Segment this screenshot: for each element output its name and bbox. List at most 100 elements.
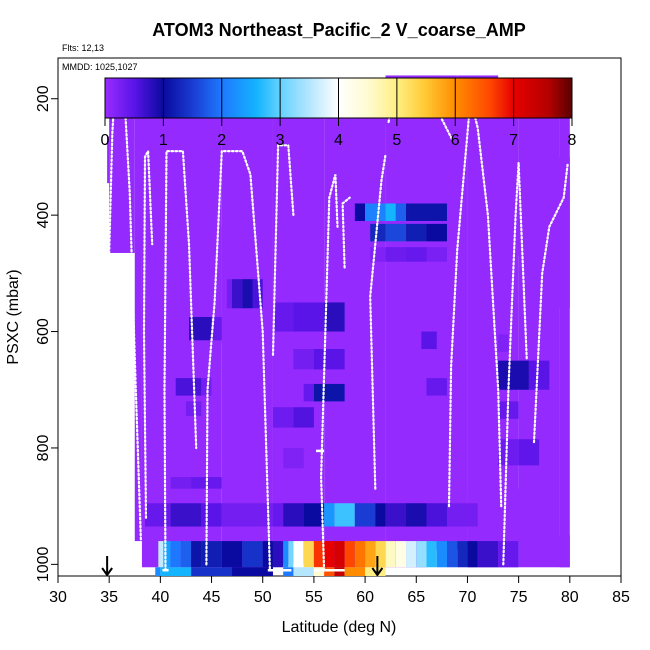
heatmap-cell [334, 541, 345, 568]
heatmap-cell [365, 203, 386, 221]
heatmap-cell [477, 541, 499, 568]
heatmap-cell [426, 503, 447, 527]
heatmap-cell [283, 447, 304, 469]
heatmap-cell [406, 503, 427, 527]
heatmap-cell [191, 541, 202, 568]
heatmap-cell [385, 78, 427, 568]
heatmap-cell [446, 541, 458, 568]
heatmap-cell [272, 541, 284, 568]
y-axis-label: PSXC (mbar) [5, 269, 22, 364]
heatmap-cell [385, 503, 407, 527]
heatmap-cell [426, 223, 447, 242]
y-tick-label: 1000 [35, 546, 52, 582]
heatmap-cell [272, 503, 284, 527]
heatmap-cell [385, 247, 407, 262]
heatmap-cell [498, 360, 529, 390]
heatmap-cell [446, 503, 478, 527]
heatmap-cell [406, 541, 417, 568]
heatmap-cell [303, 541, 314, 568]
flight-track [532, 161, 569, 444]
heatmap-cell [375, 503, 386, 527]
flight-track [502, 162, 528, 566]
flight-track [163, 150, 198, 572]
heatmap-cell [170, 503, 202, 527]
colorbar-tick-label: 2 [217, 132, 226, 149]
heatmap-cell [145, 503, 171, 527]
heatmap-cell [395, 203, 407, 221]
x-tick-label: 85 [612, 589, 630, 606]
colorbar-tick-label: 0 [101, 132, 110, 149]
heatmap-cell [370, 247, 386, 262]
heatmap-cell [303, 503, 325, 527]
heatmap-cell [303, 383, 314, 402]
heatmap-cell [426, 378, 447, 396]
heatmap-cell [395, 541, 407, 568]
heatmap-cell [467, 488, 550, 542]
heatmap-cell [293, 349, 314, 370]
heatmap-cell [313, 349, 345, 370]
heatmap-cell [242, 279, 253, 309]
x-tick-label: 70 [459, 589, 477, 606]
heatmap-cell [354, 503, 376, 527]
y-tick-label: 800 [35, 435, 52, 462]
flight-tracks [108, 86, 569, 572]
heatmap-cell [334, 567, 345, 576]
heatmap-cell [313, 383, 345, 402]
heatmap-cell [528, 360, 550, 390]
heatmap-cell [324, 541, 335, 568]
dates-label: MMDD: 1025,1027 [62, 62, 138, 72]
x-tick-label: 30 [49, 589, 67, 606]
heatmap-cell [354, 203, 366, 221]
heatmap-cell [262, 541, 273, 568]
heatmap-cell [170, 477, 192, 489]
heatmap-cell [283, 503, 304, 527]
heatmap-cell [498, 541, 519, 568]
heatmap-cell [272, 302, 294, 332]
heatmap-cell [354, 541, 366, 568]
heatmap-cell [272, 407, 294, 428]
heatmap-cell [421, 331, 437, 350]
heatmap-cell [344, 541, 355, 568]
heatmap-cell [163, 541, 171, 568]
heatmap-cells [107, 75, 570, 576]
heatmap-cell [134, 78, 142, 542]
heatmap-cell [559, 78, 570, 568]
heatmap-cell [324, 302, 345, 332]
x-tick-label: 35 [100, 589, 118, 606]
heatmap-cell [385, 203, 396, 221]
y-tick-label: 600 [35, 318, 52, 345]
heatmap-cell [155, 567, 161, 576]
heatmap-cell [201, 541, 222, 568]
heatmap-cell [232, 279, 243, 309]
heatmap-cell [191, 567, 233, 576]
heatmap-cell [221, 503, 263, 527]
heatmap-cell [160, 567, 192, 576]
heatmap-cell [226, 279, 233, 309]
heatmap-cell [467, 541, 478, 568]
heatmap-cell [242, 541, 263, 568]
flight-track [319, 174, 339, 572]
heatmap-cell [201, 378, 212, 396]
flight-track [369, 152, 387, 490]
heatmap-cell [288, 541, 294, 568]
heatmap-cell [324, 503, 335, 527]
heatmap-cell [365, 541, 376, 568]
heatmap-cell [344, 567, 366, 576]
y-tick-label: 200 [35, 85, 52, 112]
heatmap-cell [221, 541, 243, 568]
heatmap-cell [406, 247, 427, 262]
heatmap-cell [141, 78, 166, 568]
heatmap-cell [293, 302, 325, 332]
heatmap-cell [457, 541, 468, 568]
heatmap-cell [211, 317, 222, 341]
flight-track [341, 196, 351, 269]
heatmap-cell [559, 535, 570, 568]
heatmap-cell [385, 223, 407, 242]
heatmap-cell [252, 279, 263, 309]
heatmap-cell [185, 401, 202, 416]
x-tick-label: 75 [510, 589, 528, 606]
colorbar-tick-label: 5 [392, 132, 401, 149]
heatmap-cell [293, 407, 314, 428]
colorbar-tick-label: 7 [509, 132, 518, 149]
